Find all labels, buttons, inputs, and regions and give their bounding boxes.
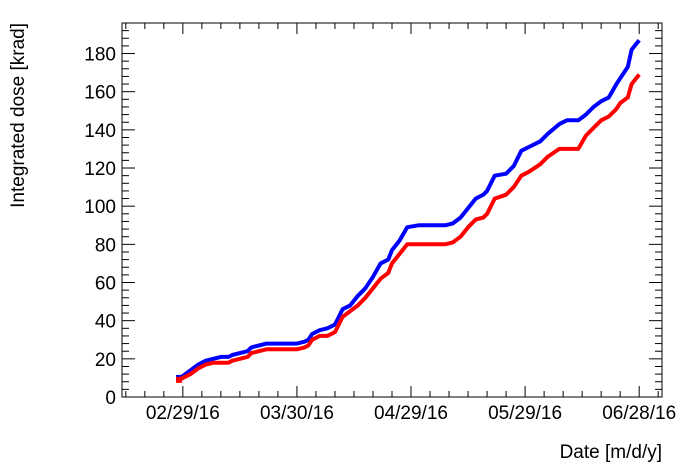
x-tick-label: 04/29/16 bbox=[374, 403, 448, 424]
y-axis-title: Integrated dose [krad] bbox=[8, 23, 29, 208]
x-tick-label: 02/29/16 bbox=[146, 403, 220, 424]
series-start-point-2 bbox=[176, 376, 183, 383]
y-tick-label: 20 bbox=[95, 350, 116, 371]
x-tick-label: 06/28/16 bbox=[602, 403, 676, 424]
y-tick-label: 160 bbox=[84, 83, 116, 104]
axis-ticks bbox=[122, 22, 662, 398]
y-tick-label: 100 bbox=[84, 197, 116, 218]
y-tick-label: 0 bbox=[105, 388, 116, 409]
series-layer bbox=[176, 38, 641, 383]
y-tick-label: 40 bbox=[95, 312, 116, 333]
x-tick-label: 03/30/16 bbox=[260, 403, 334, 424]
y-tick-label: 120 bbox=[84, 159, 116, 180]
y-tick-label: 60 bbox=[95, 274, 116, 295]
series-line-1 bbox=[178, 38, 641, 380]
x-tick-label: 05/29/16 bbox=[488, 403, 562, 424]
series-line-2 bbox=[178, 73, 641, 382]
y-tick-label: 140 bbox=[84, 121, 116, 142]
y-tick-label: 80 bbox=[95, 235, 116, 256]
y-tick-label: 180 bbox=[84, 45, 116, 66]
y-tick-labels: 0 20 40 60 80 100 120 140 160 180 bbox=[84, 45, 116, 409]
x-axis-title: Date [m/d/y] bbox=[560, 442, 662, 463]
x-tick-labels: 02/29/16 03/30/16 04/29/16 05/29/16 06/28/16 bbox=[146, 403, 676, 424]
